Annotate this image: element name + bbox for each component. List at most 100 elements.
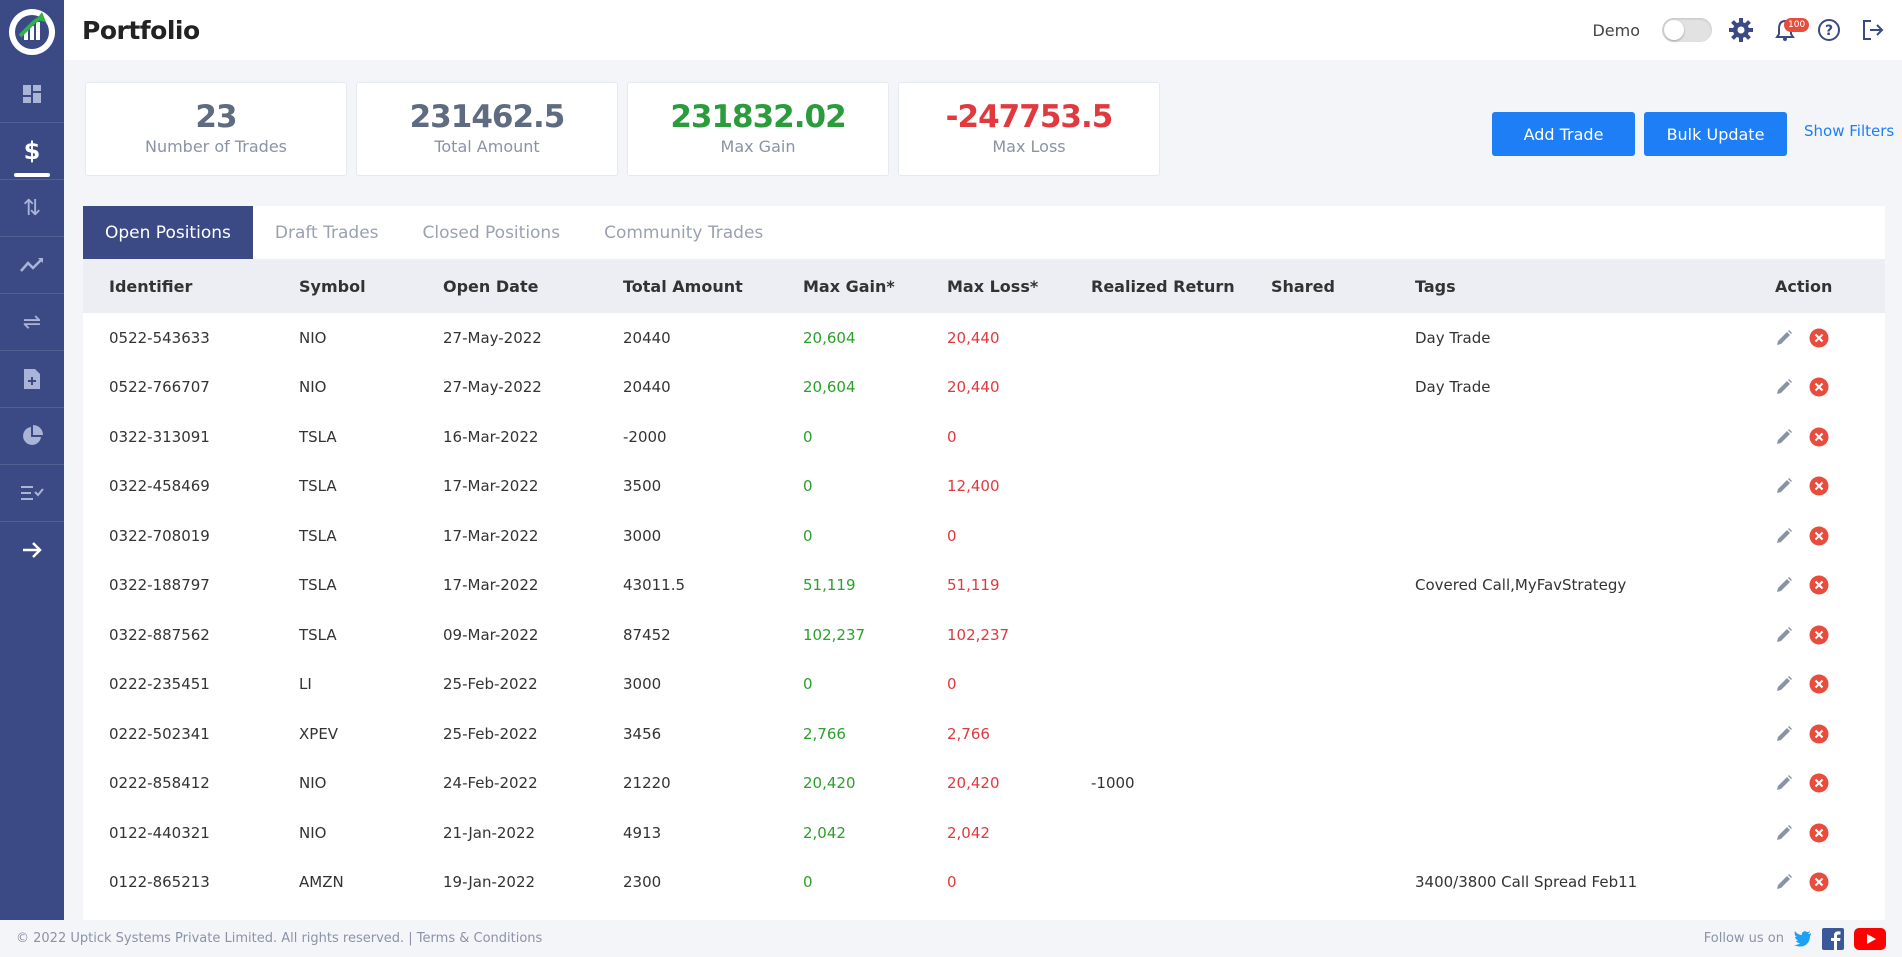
edit-icon[interactable] xyxy=(1775,576,1793,594)
nav-portfolio[interactable]: $ xyxy=(0,123,64,180)
cell-realized-return xyxy=(1065,313,1245,363)
nav-exchange[interactable]: ⇌ xyxy=(0,294,64,351)
cell-max-gain: 0 xyxy=(803,526,813,545)
cell-identifier: 0322-708019 xyxy=(109,526,210,545)
table-row[interactable]: 0322-708019 TSLA 17-Mar-2022 3000 0 0 xyxy=(83,511,1885,561)
edit-icon[interactable] xyxy=(1775,477,1793,495)
tab-closed-positions[interactable]: Closed Positions xyxy=(422,222,561,243)
edit-icon[interactable] xyxy=(1775,774,1793,792)
gear-icon xyxy=(1729,18,1753,42)
sidebar-expand-button[interactable] xyxy=(0,522,64,578)
col-max-gain[interactable]: Max Gain* xyxy=(803,276,895,296)
delete-icon[interactable] xyxy=(1809,674,1829,694)
table-row[interactable]: 0122-440321 NIO 21-Jan-2022 4913 2,042 2,042 xyxy=(83,808,1885,858)
settings-button[interactable] xyxy=(1726,15,1756,45)
cell-open-date: 17-Mar-2022 xyxy=(443,526,539,545)
nav-add-file[interactable] xyxy=(0,351,64,408)
col-max-loss[interactable]: Max Loss* xyxy=(947,276,1039,296)
delete-icon[interactable] xyxy=(1809,823,1829,843)
delete-icon[interactable] xyxy=(1809,724,1829,744)
table-row[interactable]: 0122-865213 AMZN 19-Jan-2022 2300 0 0 3400/380… xyxy=(83,858,1885,908)
tab-community-trades[interactable]: Community Trades xyxy=(604,222,764,243)
cell-max-loss: 0 xyxy=(947,526,957,545)
edit-icon[interactable] xyxy=(1775,329,1793,347)
nav-dashboard[interactable] xyxy=(0,66,64,123)
delete-icon[interactable] xyxy=(1809,476,1829,496)
cell-open-date: 24-Feb-2022 xyxy=(443,774,538,793)
edit-icon[interactable] xyxy=(1775,378,1793,396)
edit-icon[interactable] xyxy=(1775,725,1793,743)
bulk-update-button[interactable]: Bulk Update xyxy=(1644,112,1787,156)
table-row[interactable]: 0522-766707 NIO 27-May-2022 20440 20,604 20,4… xyxy=(83,363,1885,413)
cell-shared xyxy=(1245,363,1389,413)
col-open-date[interactable]: Open Date xyxy=(443,276,539,296)
cell-total-amount: 2300 xyxy=(623,873,662,892)
cell-symbol: TSLA xyxy=(299,576,337,595)
delete-icon[interactable] xyxy=(1809,328,1829,348)
cell-action xyxy=(1749,808,1885,858)
twitter-icon[interactable] xyxy=(1794,930,1812,947)
col-identifier[interactable]: Identifier xyxy=(109,276,193,296)
delete-icon[interactable] xyxy=(1809,872,1829,892)
delete-icon[interactable] xyxy=(1809,526,1829,546)
col-action: Action xyxy=(1775,276,1833,296)
table-row[interactable]: 0322-188797 TSLA 17-Mar-2022 43011.5 51,119 5… xyxy=(83,561,1885,611)
cell-total-amount: 43011.5 xyxy=(623,576,686,595)
table-row[interactable]: 0322-458469 TSLA 17-Mar-2022 3500 0 12,400 xyxy=(83,462,1885,512)
add-trade-button[interactable]: Add Trade xyxy=(1492,112,1635,156)
table-row[interactable]: 0322-313091 TSLA 16-Mar-2022 -2000 0 0 xyxy=(83,412,1885,462)
notification-badge: 100 xyxy=(1784,18,1810,32)
nav-trades[interactable]: ⇅ xyxy=(0,180,64,237)
cell-max-gain: 2,766 xyxy=(803,724,846,743)
col-tags[interactable]: Tags xyxy=(1415,276,1456,296)
notifications-button[interactable]: 100 xyxy=(1770,15,1810,45)
cell-symbol: NIO xyxy=(299,774,327,793)
nav-checklist[interactable] xyxy=(0,465,64,522)
facebook-icon[interactable] xyxy=(1822,927,1844,950)
delete-icon[interactable] xyxy=(1809,427,1829,447)
edit-icon[interactable] xyxy=(1775,428,1793,446)
exchange-icon: ⇌ xyxy=(22,309,42,335)
stat-total-amount: 231462.5 Total Amount xyxy=(356,82,618,176)
edit-icon[interactable] xyxy=(1775,675,1793,693)
table-row[interactable]: 0322-887562 TSLA 09-Mar-2022 87452 102,237 10… xyxy=(83,610,1885,660)
delete-icon[interactable] xyxy=(1809,625,1829,645)
logout-button[interactable] xyxy=(1858,15,1888,45)
cell-symbol: TSLA xyxy=(299,477,337,496)
table-row[interactable]: 0522-543633 NIO 27-May-2022 20440 20,604 20,4… xyxy=(83,313,1885,363)
cell-identifier: 0222-502341 xyxy=(109,724,210,743)
col-symbol[interactable]: Symbol xyxy=(299,276,366,296)
tab-draft-trades[interactable]: Draft Trades xyxy=(274,222,379,243)
cell-action xyxy=(1749,660,1885,710)
demo-toggle[interactable] xyxy=(1662,18,1712,42)
help-icon: ? xyxy=(1818,19,1840,41)
cell-max-loss: 102,237 xyxy=(947,625,1010,644)
col-realized-return[interactable]: Realized Return xyxy=(1091,276,1235,296)
nav-trend[interactable] xyxy=(0,237,64,294)
edit-icon[interactable] xyxy=(1775,626,1793,644)
cell-identifier: 0222-858412 xyxy=(109,774,210,793)
edit-icon[interactable] xyxy=(1775,873,1793,891)
cell-realized-return xyxy=(1065,709,1245,759)
col-shared[interactable]: Shared xyxy=(1271,276,1335,296)
youtube-icon[interactable] xyxy=(1854,927,1886,950)
cell-action xyxy=(1749,759,1885,809)
delete-icon[interactable] xyxy=(1809,773,1829,793)
delete-icon[interactable] xyxy=(1809,575,1829,595)
help-button[interactable]: ? xyxy=(1814,15,1844,45)
edit-icon[interactable] xyxy=(1775,824,1793,842)
cell-tags: Day Trade xyxy=(1415,378,1491,397)
delete-icon[interactable] xyxy=(1809,377,1829,397)
col-total-amount[interactable]: Total Amount xyxy=(623,276,743,296)
edit-icon[interactable] xyxy=(1775,527,1793,545)
nav-pie-chart[interactable] xyxy=(0,408,64,465)
cell-action xyxy=(1749,313,1885,363)
table-row[interactable]: 0222-235451 LI 25-Feb-2022 3000 0 0 xyxy=(83,660,1885,710)
table-row[interactable]: 0222-502341 XPEV 25-Feb-2022 3456 2,766 2,766 xyxy=(83,709,1885,759)
tab-open-positions[interactable]: Open Positions xyxy=(83,206,253,259)
cell-total-amount: 4913 xyxy=(623,823,662,842)
app-logo[interactable] xyxy=(6,6,58,58)
show-filters-link[interactable]: Show Filters xyxy=(1804,122,1895,140)
stat-number-of-trades: 23 Number of Trades xyxy=(85,82,347,176)
table-row[interactable]: 0222-858412 NIO 24-Feb-2022 21220 20,420 20,4… xyxy=(83,759,1885,809)
